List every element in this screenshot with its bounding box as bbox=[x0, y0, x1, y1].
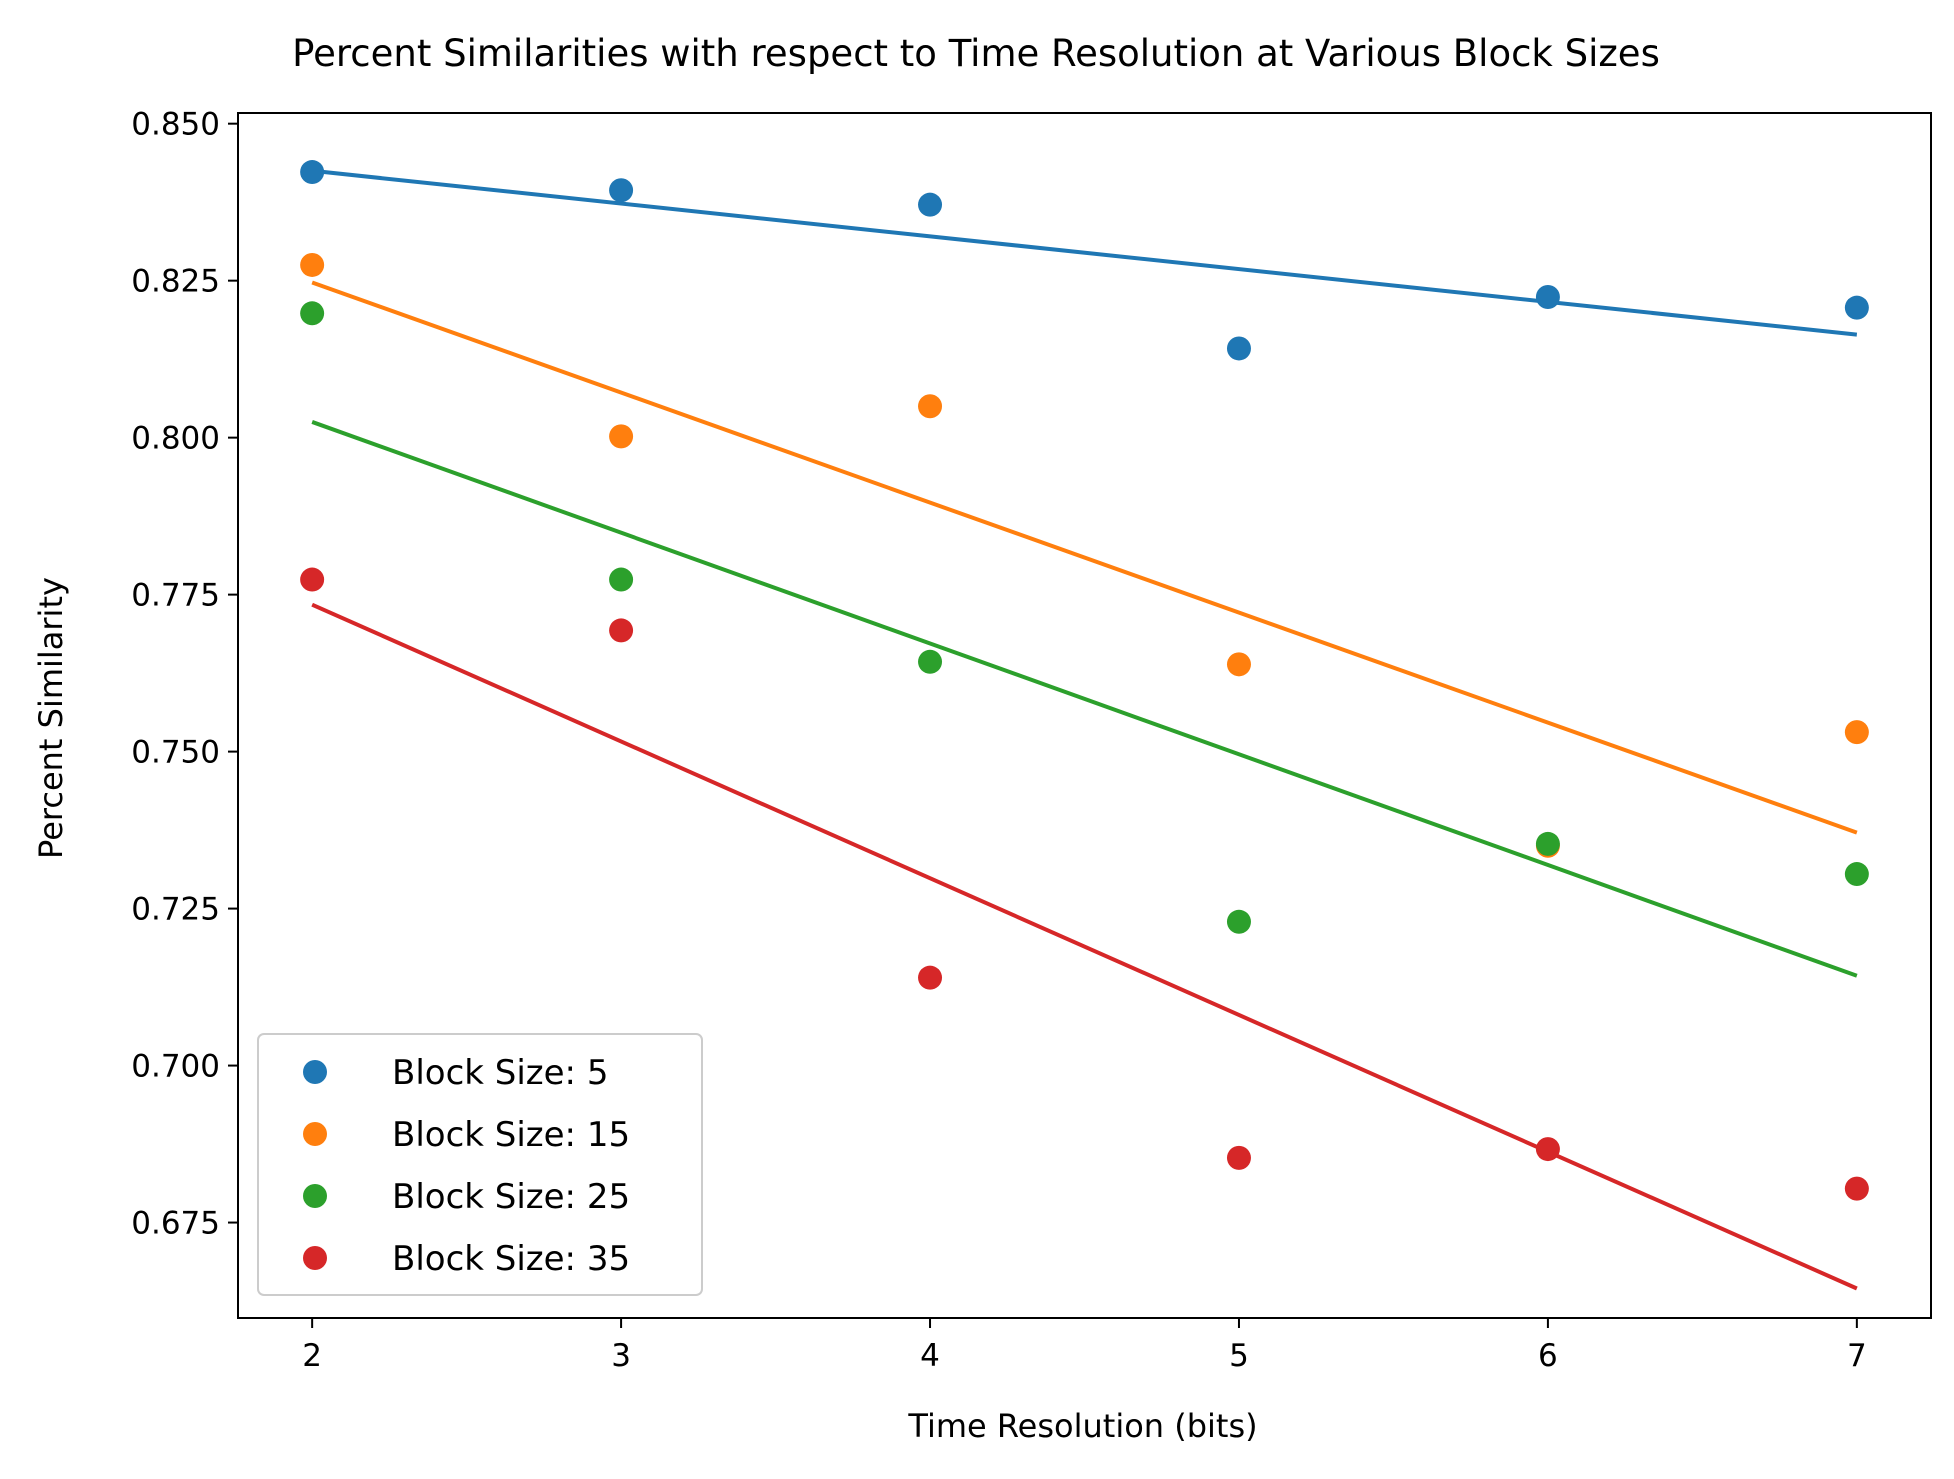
x-axis-ticks: 2 3 4 5 6 7 bbox=[302, 1318, 1867, 1374]
data-point-series-3 bbox=[300, 301, 325, 326]
trend-line-1 bbox=[311, 168, 1858, 337]
x-tick-label: 6 bbox=[1538, 1338, 1558, 1374]
legend-label: Block Size: 25 bbox=[392, 1177, 630, 1217]
data-point-series-1 bbox=[918, 192, 943, 217]
data-point-series-3 bbox=[918, 649, 943, 674]
x-tick-label: 3 bbox=[611, 1338, 631, 1374]
x-tick-label: 4 bbox=[920, 1338, 940, 1374]
data-point-series-4 bbox=[609, 618, 634, 643]
data-point-series-1 bbox=[1535, 284, 1560, 309]
legend-marker bbox=[303, 1184, 327, 1208]
data-point-series-2 bbox=[300, 252, 325, 277]
data-point-series-2 bbox=[609, 424, 634, 449]
y-tick-label: 0.675 bbox=[131, 1206, 220, 1242]
legend-marker bbox=[303, 1246, 327, 1270]
data-point-series-3 bbox=[1844, 862, 1869, 887]
data-point-series-4 bbox=[918, 965, 943, 990]
y-tick-label: 0.750 bbox=[131, 735, 220, 771]
data-point-series-2 bbox=[918, 394, 943, 419]
legend-box bbox=[257, 1033, 703, 1296]
plot-frame bbox=[237, 112, 1932, 1319]
data-point-series-1 bbox=[1226, 336, 1251, 361]
y-tick-label: 0.850 bbox=[131, 107, 220, 143]
y-tick-label: 0.700 bbox=[131, 1049, 220, 1085]
x-tick-label: 7 bbox=[1847, 1338, 1867, 1374]
trend-line-2 bbox=[311, 280, 1858, 835]
x-axis-label: Time Resolution (bits) bbox=[907, 1407, 1257, 1445]
data-point-series-3 bbox=[1535, 831, 1560, 856]
data-point-series-1 bbox=[1844, 295, 1869, 320]
legend-label: Block Size: 5 bbox=[392, 1053, 608, 1093]
data-points bbox=[300, 160, 1869, 1201]
data-point-series-2 bbox=[1226, 652, 1251, 677]
trend-line-3 bbox=[311, 420, 1858, 978]
legend: Block Size: 5 Block Size: 15 Block Size: 2… bbox=[257, 1033, 703, 1296]
y-axis-label: Percent Similarity bbox=[32, 577, 70, 859]
data-point-series-3 bbox=[1226, 909, 1251, 934]
chart-title: Percent Similarities with respect to Tim… bbox=[292, 32, 1660, 75]
y-tick-label: 0.800 bbox=[131, 421, 220, 457]
legend-label: Block Size: 15 bbox=[392, 1115, 630, 1155]
trend-lines bbox=[311, 168, 1858, 1291]
data-point-series-4 bbox=[1844, 1176, 1869, 1201]
data-point-series-1 bbox=[300, 160, 325, 185]
legend-label: Block Size: 35 bbox=[392, 1239, 630, 1279]
y-tick-label: 0.725 bbox=[131, 892, 220, 928]
y-axis-ticks: 0.675 0.700 0.725 0.750 0.775 0.800 0.825 0.850 bbox=[131, 107, 238, 1242]
data-point-series-4 bbox=[1226, 1145, 1251, 1170]
data-point-series-1 bbox=[609, 178, 634, 203]
data-point-series-4 bbox=[300, 567, 325, 592]
trend-line-4 bbox=[311, 602, 1858, 1291]
y-tick-label: 0.825 bbox=[131, 264, 220, 300]
legend-marker bbox=[303, 1122, 327, 1146]
data-point-series-2 bbox=[1844, 720, 1869, 745]
y-tick-label: 0.775 bbox=[131, 578, 220, 614]
data-point-series-4 bbox=[1535, 1137, 1560, 1162]
x-tick-label: 2 bbox=[302, 1338, 322, 1374]
legend-marker bbox=[303, 1060, 327, 1084]
data-point-series-3 bbox=[609, 567, 634, 592]
x-tick-label: 5 bbox=[1229, 1338, 1249, 1374]
